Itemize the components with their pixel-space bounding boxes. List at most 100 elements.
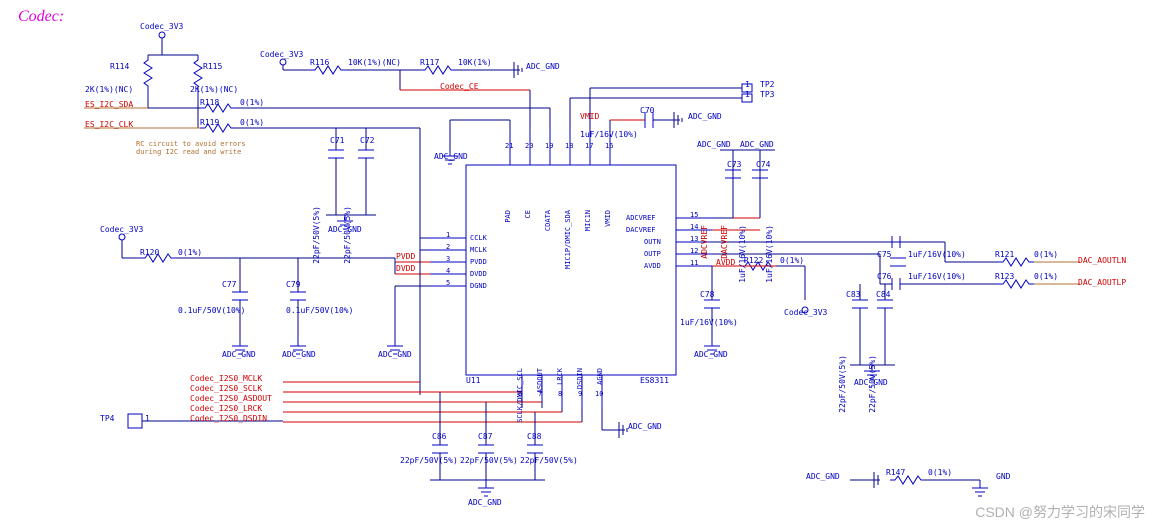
c87-ref: C87 bbox=[478, 432, 492, 441]
pinname-mic1n: MIC1N bbox=[584, 210, 592, 231]
tp2-ref: TP2 bbox=[760, 80, 774, 89]
tp4-pin: 1 bbox=[145, 414, 150, 423]
c74-ref: C74 bbox=[756, 160, 770, 169]
c73-val: 1uF/16V(10%) bbox=[738, 225, 747, 283]
c71-val: 22pF/50V(5%) bbox=[312, 206, 321, 264]
adcgnd-c70: ADC_GND bbox=[688, 112, 722, 121]
c76-ref: C76 bbox=[877, 272, 891, 281]
pinname-mic1p: MIC1P/DMIC_SDA bbox=[564, 210, 572, 269]
pinnum-8: 8 bbox=[558, 390, 562, 398]
pinnum-19: 19 bbox=[545, 142, 553, 150]
pinnum-16: 16 bbox=[605, 142, 613, 150]
pinname-avdd: AVDD bbox=[644, 262, 661, 270]
c72-ref: C72 bbox=[360, 136, 374, 145]
r122-ref: R122 bbox=[744, 256, 763, 265]
r123-ref: R123 bbox=[995, 272, 1014, 281]
net-dvdd: DVDD bbox=[396, 264, 415, 273]
adcgnd-c71: ADC_GND bbox=[328, 225, 362, 234]
c73-ref: C73 bbox=[727, 160, 741, 169]
net-sda: ES_I2C_SDA bbox=[85, 100, 133, 109]
r121-ref: R121 bbox=[995, 250, 1014, 259]
net-pvdd: PVDD bbox=[396, 252, 415, 261]
net-dsdin: Codec_I2S0_DSDIN bbox=[190, 414, 267, 423]
c83-ref: C83 bbox=[846, 290, 860, 299]
r119-ref: R119 bbox=[200, 118, 219, 127]
pwr-codec3v3-d: Codec_3V3 bbox=[784, 308, 827, 317]
pinname-lrck: LRCK bbox=[556, 368, 564, 385]
r116-ref: R116 bbox=[310, 58, 329, 67]
c71-ref: C71 bbox=[330, 136, 344, 145]
pinnum-12: 12 bbox=[690, 247, 698, 255]
c78-ref: C78 bbox=[700, 290, 714, 299]
c74-val: 1uF/16V(10%) bbox=[765, 225, 774, 283]
c86-ref: C86 bbox=[432, 432, 446, 441]
r120-ref: R120 bbox=[140, 248, 159, 257]
tp4-ref: TP4 bbox=[100, 414, 114, 423]
pwr-codec3v3-c: Codec_3V3 bbox=[100, 225, 143, 234]
net-mclk: Codec_I2S0_MCLK bbox=[190, 374, 262, 383]
r147-val: 0(1%) bbox=[928, 468, 952, 477]
net-sclk: Codec_I2S0_SCLK bbox=[190, 384, 262, 393]
adcgnd-top: ADC_GND bbox=[526, 62, 560, 71]
pinname-dgnd: DGND bbox=[470, 282, 487, 290]
c72-val: 22pF/50V(5%) bbox=[343, 206, 352, 264]
r147-ref: R147 bbox=[886, 468, 905, 477]
c83-val: 22pF/50V(5%) bbox=[838, 355, 847, 413]
adcgnd-c78: ADC_GND bbox=[694, 350, 728, 359]
pinname-ce: CE bbox=[524, 210, 532, 218]
r121-val: 0(1%) bbox=[1034, 250, 1058, 259]
pinname-pad: PAD bbox=[504, 210, 512, 223]
pinnum-11: 11 bbox=[690, 259, 698, 267]
r114-ref: R114 bbox=[110, 62, 129, 71]
r115-val: 2K(1%)(NC) bbox=[190, 85, 238, 94]
c75-val: 1uF/16V(10%) bbox=[908, 250, 966, 259]
r119-val: 0(1%) bbox=[240, 118, 264, 127]
pinnum-15: 15 bbox=[690, 211, 698, 219]
pinnum-13: 13 bbox=[690, 235, 698, 243]
pinnum-3: 3 bbox=[446, 255, 450, 263]
r118-val: 0(1%) bbox=[240, 98, 264, 107]
pinnum-1: 1 bbox=[446, 231, 450, 239]
pinnum-5: 5 bbox=[446, 279, 450, 287]
r120-val: 0(1%) bbox=[178, 248, 202, 257]
rc-note: RC circuit to avoid errors during I2C re… bbox=[136, 140, 246, 156]
c70-ref: C70 bbox=[640, 106, 654, 115]
tp3-pin: 1 bbox=[745, 90, 750, 99]
pinname-vmid: VMID bbox=[604, 210, 612, 227]
adcgnd-c77: ADC_GND bbox=[222, 350, 256, 359]
pinname-sclk: SCLK/DMIC_SCL bbox=[516, 368, 524, 423]
pinname-cdata: CDATA bbox=[544, 210, 552, 231]
r122-val: 0(1%) bbox=[780, 256, 804, 265]
pinnum-17: 17 bbox=[585, 142, 593, 150]
c78-val: 1uF/16V(10%) bbox=[680, 318, 738, 327]
adcgnd-pad: ADC_GND bbox=[434, 152, 468, 161]
pinnum-4: 4 bbox=[446, 267, 450, 275]
r116-val: 10K(1%)(NC) bbox=[348, 58, 401, 67]
net-lrck: Codec_I2S0_LRCK bbox=[190, 404, 262, 413]
c70-val: 1uF/16V(10%) bbox=[580, 130, 638, 139]
pinname-dvdd: DVDD bbox=[470, 270, 487, 278]
adcgnd-agnd: ADC_GND bbox=[628, 422, 662, 431]
r123-val: 0(1%) bbox=[1034, 272, 1058, 281]
pinnum-21: 21 bbox=[505, 142, 513, 150]
pinnum-18: 18 bbox=[565, 142, 573, 150]
c88-val: 22pF/50V(5%) bbox=[520, 456, 578, 465]
adcgnd-c73l: ADC_GND bbox=[697, 140, 731, 149]
pinname-adcvref: ADCVREF bbox=[626, 214, 656, 222]
ic-part: ES8311 bbox=[640, 376, 669, 385]
pinname-outn: OUTN bbox=[644, 238, 661, 246]
net-vmid: VMID bbox=[580, 112, 599, 121]
pinname-pvdd: PVDD bbox=[470, 258, 487, 266]
r114-val: 2K(1%)(NC) bbox=[85, 85, 133, 94]
c87-val: 22pF/50V(5%) bbox=[460, 456, 518, 465]
adcgnd-c79: ADC_GND bbox=[282, 350, 316, 359]
pinnum-2: 2 bbox=[446, 243, 450, 251]
adcgnd-c86: ADC_GND bbox=[468, 498, 502, 507]
r115-ref: R115 bbox=[203, 62, 222, 71]
net-ce: Codec_CE bbox=[440, 82, 479, 91]
pinnum-14: 14 bbox=[690, 223, 698, 231]
adcgnd-dgnd: ADC_GND bbox=[378, 350, 412, 359]
pinname-dsdin: DSDIN bbox=[576, 368, 584, 389]
pinname-asdout: ASDOUT bbox=[536, 368, 544, 393]
r117-val: 10K(1%) bbox=[458, 58, 492, 67]
